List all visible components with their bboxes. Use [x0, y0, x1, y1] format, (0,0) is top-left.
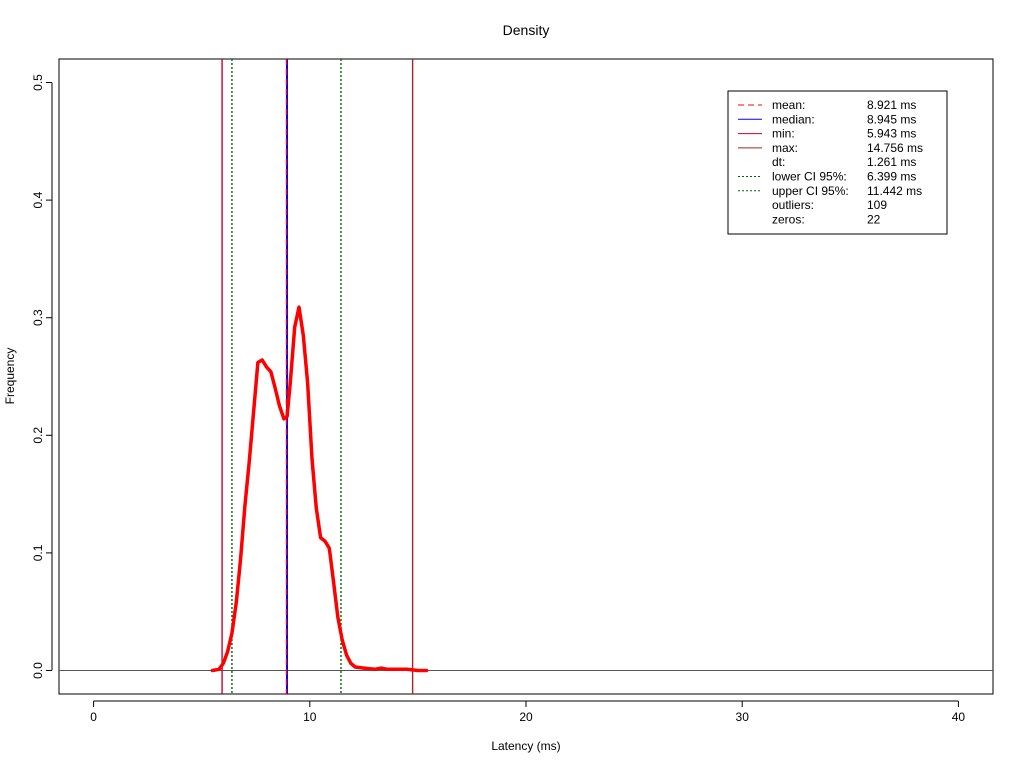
legend-label-upper-ci-95: upper CI 95%: — [772, 184, 849, 198]
x-tick-label: 10 — [303, 710, 317, 724]
x-axis-label: Latency (ms) — [491, 739, 560, 753]
y-axis: 0.0 0.1 0.2 0.3 0.4 0.5 — [31, 74, 53, 679]
legend-label-lower-ci-95: lower CI 95%: — [772, 170, 847, 184]
legend-label-median: median: — [772, 112, 815, 126]
y-tick-label: 0.2 — [31, 427, 45, 444]
density-curve-layer — [210, 305, 429, 673]
legend: mean: 8.921 ms median: 8.945 ms min: 5.943 ms… — [727, 90, 948, 235]
y-axis-label: Frequency — [3, 348, 17, 405]
legend-value-min: 5.943 ms — [867, 127, 916, 141]
legend-label-min: min: — [772, 127, 795, 141]
legend-label-zeros: zeros: — [772, 212, 805, 226]
chart-title: Density — [503, 22, 550, 38]
legend-label-mean: mean: — [772, 98, 805, 112]
plot-frame — [58, 58, 994, 695]
y-tick-label: 0.0 — [31, 662, 45, 679]
legend-label-max: max: — [772, 141, 798, 155]
legend-value-median: 8.945 ms — [867, 112, 916, 126]
legend-value-mean: 8.921 ms — [867, 98, 916, 112]
legend-value-outliers: 109 — [867, 198, 887, 212]
vertical-lines — [221, 59, 414, 694]
legend-label-dt: dt: — [772, 155, 785, 169]
y-tick-label: 0.3 — [31, 309, 45, 326]
legend-value-dt: 1.261 ms — [867, 155, 916, 169]
x-tick-label: 30 — [736, 710, 750, 724]
x-tick-label: 20 — [519, 710, 533, 724]
legend-label-outliers: outliers: — [772, 198, 814, 212]
legend-box — [727, 90, 948, 235]
legend-value-max: 14.756 ms — [867, 141, 923, 155]
legend-value-zeros: 22 — [867, 212, 881, 226]
x-tick-label: 40 — [952, 710, 966, 724]
density-curve — [210, 305, 429, 673]
y-tick-label: 0.4 — [31, 191, 45, 208]
legend-value-upper-ci-95: 11.442 ms — [867, 184, 922, 198]
x-axis: 0 10 20 30 40 — [90, 700, 966, 724]
y-tick-label: 0.1 — [31, 544, 45, 561]
x-tick-label: 0 — [90, 710, 97, 724]
y-tick-label: 0.5 — [31, 74, 45, 91]
legend-value-lower-ci-95: 6.399 ms — [867, 170, 916, 184]
